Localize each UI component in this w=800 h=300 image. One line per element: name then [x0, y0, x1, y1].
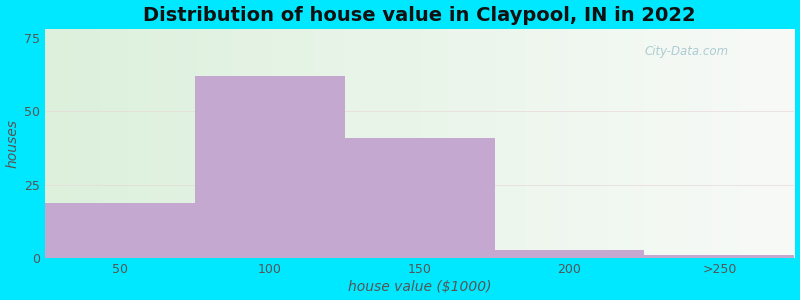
Title: Distribution of house value in Claypool, IN in 2022: Distribution of house value in Claypool,… — [143, 6, 696, 25]
Bar — [194, 76, 345, 258]
Bar — [645, 256, 794, 258]
Bar — [345, 138, 494, 258]
Bar — [494, 250, 645, 258]
X-axis label: house value ($1000): house value ($1000) — [348, 280, 491, 294]
Text: City-Data.com: City-Data.com — [645, 45, 729, 58]
Bar — [45, 202, 194, 258]
Y-axis label: houses: houses — [6, 119, 19, 168]
